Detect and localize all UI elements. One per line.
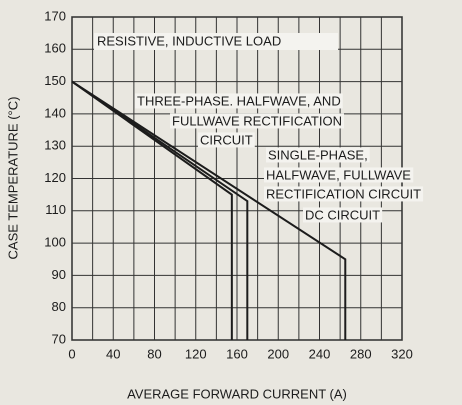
series-label: SINGLE-PHASE, xyxy=(268,147,368,162)
label-box xyxy=(303,207,383,223)
series-label: FULLWAVE RECTIFICATION xyxy=(172,113,342,128)
y-tick-label: 80 xyxy=(52,299,66,314)
x-tick-label: 280 xyxy=(350,346,372,361)
y-tick-label: 100 xyxy=(44,235,66,250)
series-label: CIRCUIT xyxy=(200,132,253,147)
series-label: THREE-PHASE. HALFWAVE, AND xyxy=(137,93,341,108)
x-axis-label: AVERAGE FORWARD CURRENT (A) xyxy=(127,386,347,401)
label-box xyxy=(170,113,344,129)
line-series xyxy=(71,80,249,340)
y-tick-label: 150 xyxy=(44,73,66,88)
x-tick-label: 40 xyxy=(106,346,120,361)
label-box xyxy=(264,186,424,202)
y-tick-label: 130 xyxy=(44,138,66,153)
x-tick-label: 200 xyxy=(267,346,289,361)
y-tick-label: 170 xyxy=(44,8,66,23)
x-tick-label: 320 xyxy=(391,346,413,361)
line-series xyxy=(71,80,233,340)
label-box xyxy=(198,132,255,148)
y-tick-label: 90 xyxy=(52,267,66,282)
y-tick-label: 70 xyxy=(52,331,66,346)
y-tick-label: 110 xyxy=(45,202,66,217)
series-label: RECTIFICATION CIRCUIT xyxy=(266,186,421,201)
x-tick-label: 0 xyxy=(68,346,75,361)
y-axis-label: CASE TEMPERATURE (°C) xyxy=(5,97,20,260)
series-label: DC CIRCUIT xyxy=(305,207,380,222)
chart-title: RESISTIVE, INDUCTIVE LOAD xyxy=(97,33,281,48)
series-label: HALFWAVE, FULLWAVE xyxy=(266,167,411,182)
x-tick-label: 120 xyxy=(185,346,207,361)
label-box xyxy=(264,167,414,183)
y-tick-label: 120 xyxy=(44,170,66,185)
label-box xyxy=(135,93,343,109)
y-tick-label: 140 xyxy=(44,105,66,120)
x-tick-label: 160 xyxy=(226,346,248,361)
x-tick-label: 80 xyxy=(147,346,161,361)
line-series xyxy=(71,80,347,340)
title-box xyxy=(94,33,338,50)
x-tick-label: 240 xyxy=(309,346,331,361)
label-box xyxy=(266,147,370,163)
y-tick-label: 160 xyxy=(44,41,66,56)
